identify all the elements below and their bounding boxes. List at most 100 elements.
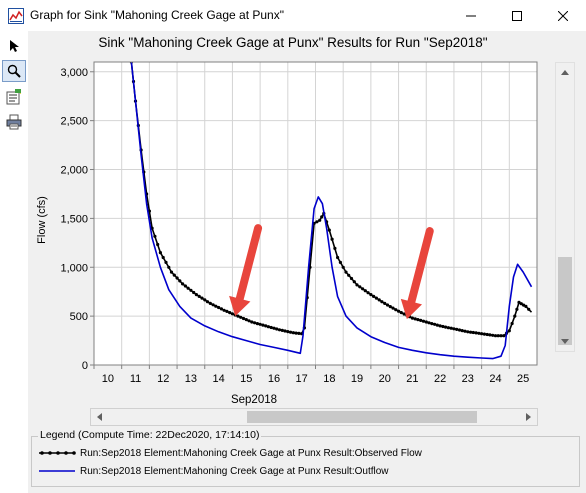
- observed-point: [239, 315, 243, 319]
- observed-point: [330, 237, 334, 241]
- observed-point: [228, 311, 232, 315]
- observed-point: [424, 320, 428, 324]
- observed-point: [269, 325, 273, 330]
- observed-point: [192, 290, 196, 295]
- zoom-tool[interactable]: [2, 60, 26, 82]
- observed-point: [482, 332, 486, 336]
- observed-point: [156, 242, 160, 247]
- legend-label-observed: Run:Sep2018 Element:Mahoning Creek Gage …: [80, 447, 422, 459]
- observed-point: [524, 304, 528, 308]
- observed-point: [247, 319, 251, 323]
- observed-point: [457, 328, 462, 332]
- observed-point: [391, 306, 395, 310]
- scroll-up-button[interactable]: [557, 64, 573, 80]
- series-group: [129, 62, 533, 360]
- minimize-button[interactable]: [448, 0, 494, 31]
- observed-point: [222, 308, 226, 312]
- observed-point: [527, 307, 531, 311]
- legend-item-outflow: Run:Sep2018 Element:Mahoning Creek Gage …: [38, 464, 389, 478]
- chevron-left-icon: [97, 413, 102, 421]
- x-tick-label: 16: [268, 373, 280, 385]
- graph-app-icon: [8, 8, 24, 24]
- observed-point: [358, 285, 362, 289]
- x-tick-label: 20: [379, 373, 391, 385]
- chevron-right-icon: [526, 413, 531, 421]
- observed-point: [286, 330, 290, 334]
- chevron-down-icon: [561, 339, 569, 344]
- observed-point: [241, 316, 246, 321]
- observed-point: [178, 279, 182, 283]
- observed-point: [372, 294, 376, 298]
- scroll-left-button[interactable]: [91, 409, 107, 425]
- observed-point: [507, 329, 511, 333]
- observed-point: [433, 322, 437, 326]
- observed-point: [352, 280, 356, 284]
- legend-swatch-observed: [39, 451, 76, 455]
- observed-point: [469, 330, 473, 334]
- observed-point: [363, 289, 367, 293]
- observed-point: [496, 334, 500, 338]
- x-tick-label: 13: [185, 373, 197, 385]
- horizontal-scroll-thumb[interactable]: [247, 411, 477, 423]
- observed-point: [315, 220, 319, 224]
- observed-point: [435, 323, 439, 327]
- legend-title: Legend (Compute Time: 22Dec2020, 17:14:1…: [38, 429, 262, 441]
- observed-point: [200, 296, 204, 300]
- observed-point: [318, 218, 322, 222]
- observed-point: [203, 298, 207, 302]
- observed-point: [397, 309, 401, 313]
- legend-swatch-outflow: [39, 470, 75, 472]
- observed-point: [493, 334, 498, 338]
- x-tick-label: 15: [240, 373, 252, 385]
- x-tick-label: 19: [351, 373, 363, 385]
- observed-point: [194, 293, 198, 297]
- observed-point: [169, 270, 174, 274]
- x-tick-label: 21: [406, 373, 418, 385]
- observed-point: [277, 328, 282, 332]
- observed-point: [186, 286, 190, 290]
- horizontal-scrollbar[interactable]: [90, 408, 538, 426]
- x-axis-ticks: 10 11 12 13 14 15 16 17 18 19 20 21 22 23 24 25: [93, 365, 529, 385]
- observed-point: [460, 329, 464, 333]
- observed-point: [283, 329, 287, 333]
- x-tick-label: 11: [130, 373, 141, 385]
- observed-point: [463, 329, 467, 333]
- observed-point: [167, 265, 171, 269]
- observed-point: [515, 307, 519, 311]
- observed-point: [294, 331, 298, 335]
- observed-point: [419, 318, 423, 322]
- observed-point: [230, 312, 234, 316]
- observed-point: [253, 321, 257, 325]
- legend-label-outflow: Run:Sep2018 Element:Mahoning Creek Gage …: [80, 465, 389, 477]
- observed-point: [320, 215, 324, 219]
- observed-point: [388, 305, 392, 309]
- observed-point: [172, 273, 176, 277]
- observed-point: [383, 301, 387, 305]
- observed-point: [513, 314, 517, 318]
- observed-point: [280, 328, 284, 332]
- scroll-right-button[interactable]: [521, 409, 537, 425]
- properties-tool[interactable]: [2, 86, 26, 108]
- print-tool[interactable]: [2, 111, 26, 133]
- observed-point: [355, 283, 359, 287]
- vertical-scroll-thumb[interactable]: [558, 257, 572, 345]
- observed-point: [499, 334, 503, 338]
- close-button[interactable]: [540, 0, 586, 31]
- y-tick-label: 1,500: [60, 213, 88, 225]
- observed-point: [244, 318, 248, 322]
- observed-point: [338, 260, 342, 264]
- maximize-button[interactable]: [494, 0, 540, 31]
- red-arrow-annotation: [229, 224, 263, 317]
- observed-point: [410, 316, 414, 320]
- observed-point: [261, 323, 265, 327]
- scroll-down-button[interactable]: [557, 334, 573, 350]
- observed-point: [236, 314, 240, 318]
- observed-point: [275, 327, 279, 331]
- vertical-scrollbar[interactable]: [555, 62, 575, 352]
- graph-toolbar: [0, 31, 28, 493]
- pointer-tool[interactable]: [2, 35, 26, 57]
- chevron-up-icon: [561, 70, 569, 75]
- observed-point: [441, 324, 445, 329]
- legend-item-observed: Run:Sep2018 Element:Mahoning Creek Gage …: [38, 446, 422, 460]
